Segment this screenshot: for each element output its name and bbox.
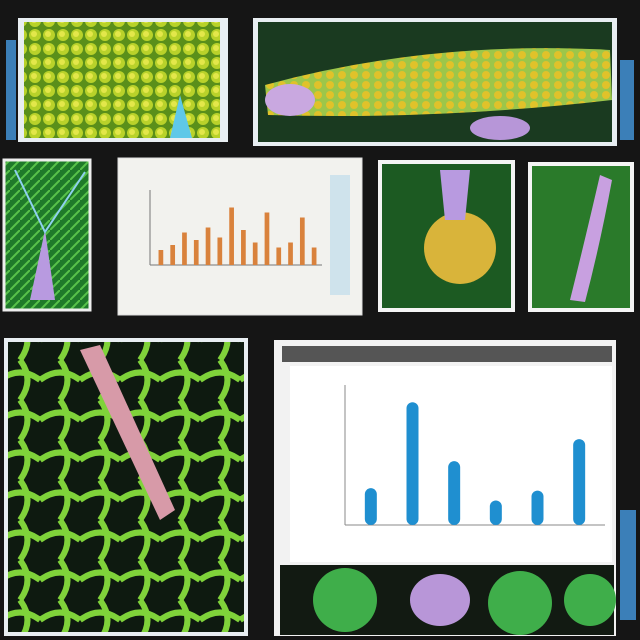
petal [470, 116, 530, 140]
bar [205, 227, 211, 265]
stem [440, 170, 470, 220]
cell [488, 571, 552, 635]
bar [217, 237, 223, 265]
side-strip [620, 60, 634, 140]
bar [311, 247, 317, 265]
dot-column [406, 402, 419, 525]
stem [30, 230, 55, 300]
bar [252, 242, 258, 265]
bar-chart [158, 207, 317, 265]
dot-column [573, 439, 586, 525]
side-strip [6, 40, 16, 140]
fibers [14, 169, 86, 235]
dot-column [531, 490, 544, 525]
bar [170, 245, 176, 265]
bar [158, 250, 164, 265]
cell [564, 574, 616, 626]
flower [424, 212, 496, 284]
dot-chart [364, 402, 586, 525]
bar [182, 232, 187, 265]
bar [264, 212, 270, 265]
petal [265, 84, 315, 116]
tube [80, 345, 175, 520]
pollen-mass [265, 48, 612, 116]
side-panel [330, 175, 350, 295]
bar [229, 207, 234, 265]
chart-panel [117, 157, 363, 316]
bar [241, 230, 246, 265]
header-bar [282, 346, 612, 362]
bar [193, 240, 199, 265]
dot-column [448, 461, 461, 525]
larva [410, 574, 470, 626]
dot-column [364, 488, 377, 525]
larva [570, 175, 612, 302]
bar [299, 217, 305, 265]
bar [288, 242, 293, 265]
network-image [8, 342, 244, 632]
stem [170, 95, 192, 138]
dot-column [489, 500, 502, 525]
cell-image [24, 22, 220, 138]
cell [313, 568, 377, 632]
bar [276, 247, 282, 265]
side-strip [620, 510, 636, 620]
